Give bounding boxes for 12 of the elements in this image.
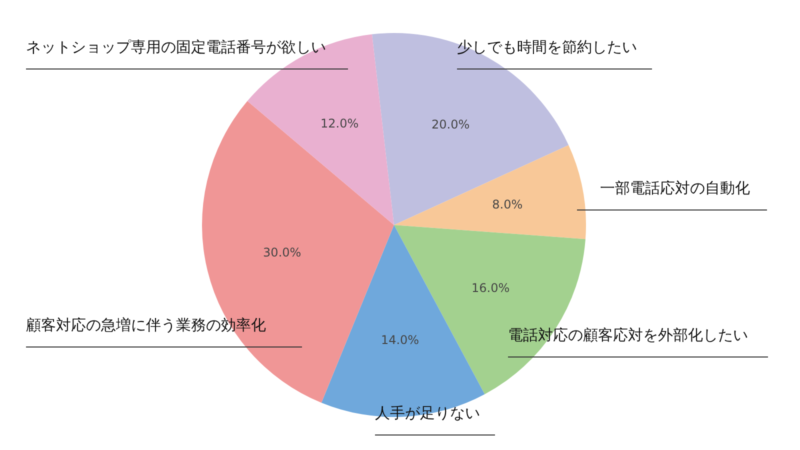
slice-label: 少しでも時間を節約したい <box>457 38 637 56</box>
slice-label: 顧客対応の急増に伴う業務の効率化 <box>26 316 266 334</box>
data-label: 16.0% <box>472 280 510 295</box>
slice-label: 電話対応の顧客応対を外部化したい <box>508 326 748 344</box>
data-label: 20.0% <box>432 118 470 132</box>
pie-slice <box>394 145 586 240</box>
data-label: 8.0% <box>492 198 523 212</box>
data-label: 12.0% <box>320 116 359 130</box>
data-label: 14.0% <box>380 333 420 348</box>
slice-label: ネットショップ専用の固定電話番号が欲しい <box>26 38 326 56</box>
data-label: 30.0% <box>263 245 302 260</box>
slice-label: 一部電話応対の自動化 <box>600 179 750 197</box>
